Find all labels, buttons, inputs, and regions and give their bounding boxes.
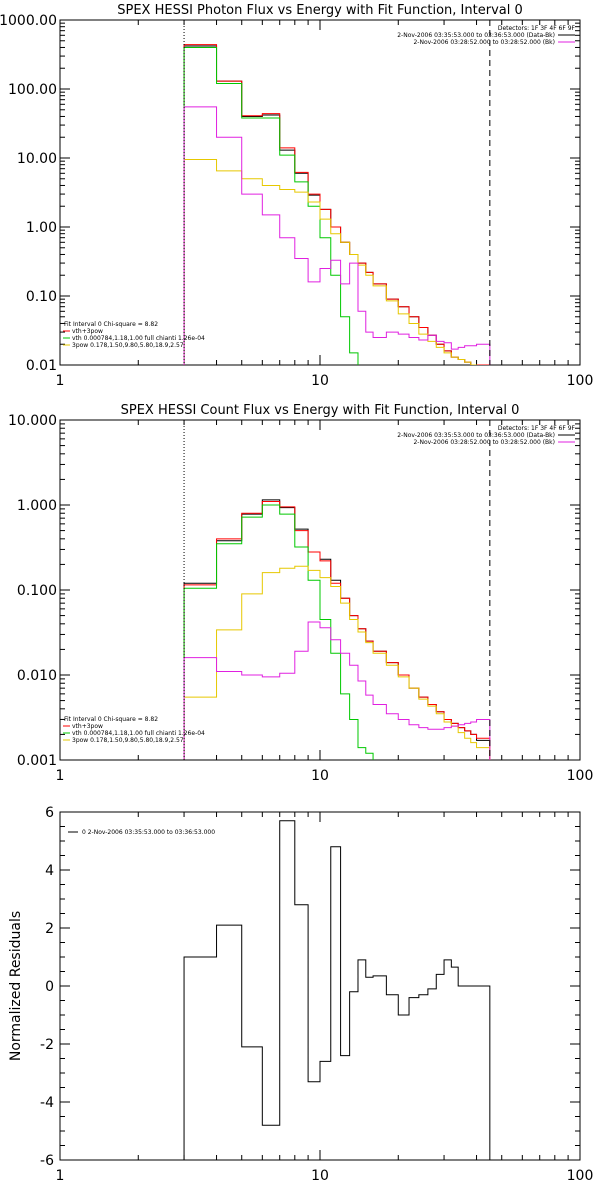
chart-2-series-2-line	[183, 500, 491, 760]
chart-1-x-tick-label: 10	[311, 373, 329, 389]
chart-2-y-tick-label: 0.010	[17, 668, 57, 684]
chart-1-x-tick-label: 100	[567, 373, 594, 389]
chart-1-legend-top-right-entry: 2-Nov-2006 03:28:52.000 to 03:28:52.000 …	[413, 39, 555, 46]
chart-2-series-3-line	[183, 504, 374, 760]
chart-1-y-tick-label: 0.01	[26, 358, 57, 374]
chart-3-y-tick-label: 6	[45, 805, 54, 821]
chart-1-legend-bottom-left-entry: vth 0.000784,1.18,1.00 full chianti 1.26…	[72, 335, 205, 342]
chart-1-series-5-line	[183, 106, 491, 365]
chart-1-series-4-line	[183, 159, 478, 365]
chart-3-y-tick-label: -4	[40, 1095, 54, 1111]
chart-1-legend-top-right-entry: Detectors: 1F 3F 4F 6F 9F	[498, 25, 576, 32]
chart-1-legend-bottom-left-entry: vth+3pow	[72, 328, 103, 335]
chart-2-x-tick-label: 10	[311, 768, 329, 784]
chart-1-plot-frame	[59, 19, 581, 366]
chart-3-y-tick-label: -2	[40, 1037, 54, 1053]
chart-2-y-tick-label: 1.000	[17, 498, 57, 514]
chart-3-x-tick-label: 1	[56, 1168, 65, 1184]
chart-2-series-4-line	[183, 565, 491, 760]
chart-1-y-tick-label: 1000.00	[0, 13, 57, 29]
chart-3-plot-frame	[59, 811, 581, 1161]
chart-3-legend-top-left-entry: 0 2-Nov-2006 03:35:53.000 to 03:36:53.00…	[82, 829, 215, 836]
chart-2-series-1-line	[183, 499, 491, 760]
chart-2-y-tick-label: 0.100	[17, 583, 57, 599]
chart-2-legend-top-right-entry: Detectors: 1F 3F 4F 6F 9F	[498, 425, 576, 432]
chart-3-x-tick-label: 10	[311, 1168, 329, 1184]
chart-3-y-axis-label: Normalized Residuals	[8, 911, 24, 1061]
chart-1-legend-bottom-left-entry: Fit Interval 0 Chi-square = 8.82	[64, 321, 158, 328]
chart-3-series-1-line	[183, 820, 491, 1160]
chart-3-y-tick-label: 2	[45, 921, 54, 937]
chart-2-legend-bottom-left-entry: 3pow 0.178,1.50,9.80,5.80,18.9,2.57	[72, 737, 184, 744]
chart-3-y-tick-label: 0	[45, 979, 54, 995]
chart-1-y-tick-label: 10.00	[17, 151, 57, 167]
chart-1-legend-bottom-left-entry: 3pow 0.178,1.50,9.80,5.80,18.9,2.57	[72, 342, 184, 349]
chart-3-y-tick-label: -6	[40, 1153, 54, 1169]
chart-2-legend-bottom-left-entry: vth+3pow	[72, 723, 103, 730]
chart-2-legend-bottom-left-entry: Fit Interval 0 Chi-square = 8.82	[64, 716, 158, 723]
chart-3-y-tick-label: 4	[45, 863, 54, 879]
chart-1-x-tick-label: 1	[56, 373, 65, 389]
chart-2-legend-top-right-entry: 2-Nov-2006 03:35:53.000 to 03:36:53.000 …	[397, 432, 555, 439]
chart-2-title: SPEX HESSI Count Flux vs Energy with Fit…	[121, 403, 520, 418]
chart-1-y-tick-label: 1.00	[26, 220, 57, 236]
chart-2-x-tick-label: 1	[56, 768, 65, 784]
chart-1-y-tick-label: 100.00	[8, 82, 57, 98]
chart-1-series-3-line	[183, 46, 359, 365]
chart-1-y-tick-label: 0.10	[26, 289, 57, 305]
chart-3-x-tick-label: 100	[567, 1168, 594, 1184]
chart-2-legend-top-right-entry: 2-Nov-2006 03:28:52.000 to 03:28:52.000 …	[413, 439, 555, 446]
chart-2-y-tick-label: 0.001	[17, 753, 57, 769]
chart-2-series-5-line	[183, 621, 491, 760]
chart-2-x-tick-label: 100	[567, 768, 594, 784]
chart-1-title: SPEX HESSI Photon Flux vs Energy with Fi…	[117, 3, 523, 18]
chart-2-legend-bottom-left-entry: vth 0.000784,1.18,1.00 full chianti 1.26…	[72, 730, 205, 737]
chart-2-y-tick-label: 10.000	[8, 413, 57, 429]
chart-1-legend-top-right-entry: 2-Nov-2006 03:35:53.000 to 03:36:53.000 …	[397, 32, 555, 39]
chart-1-series-1-line	[183, 45, 491, 365]
